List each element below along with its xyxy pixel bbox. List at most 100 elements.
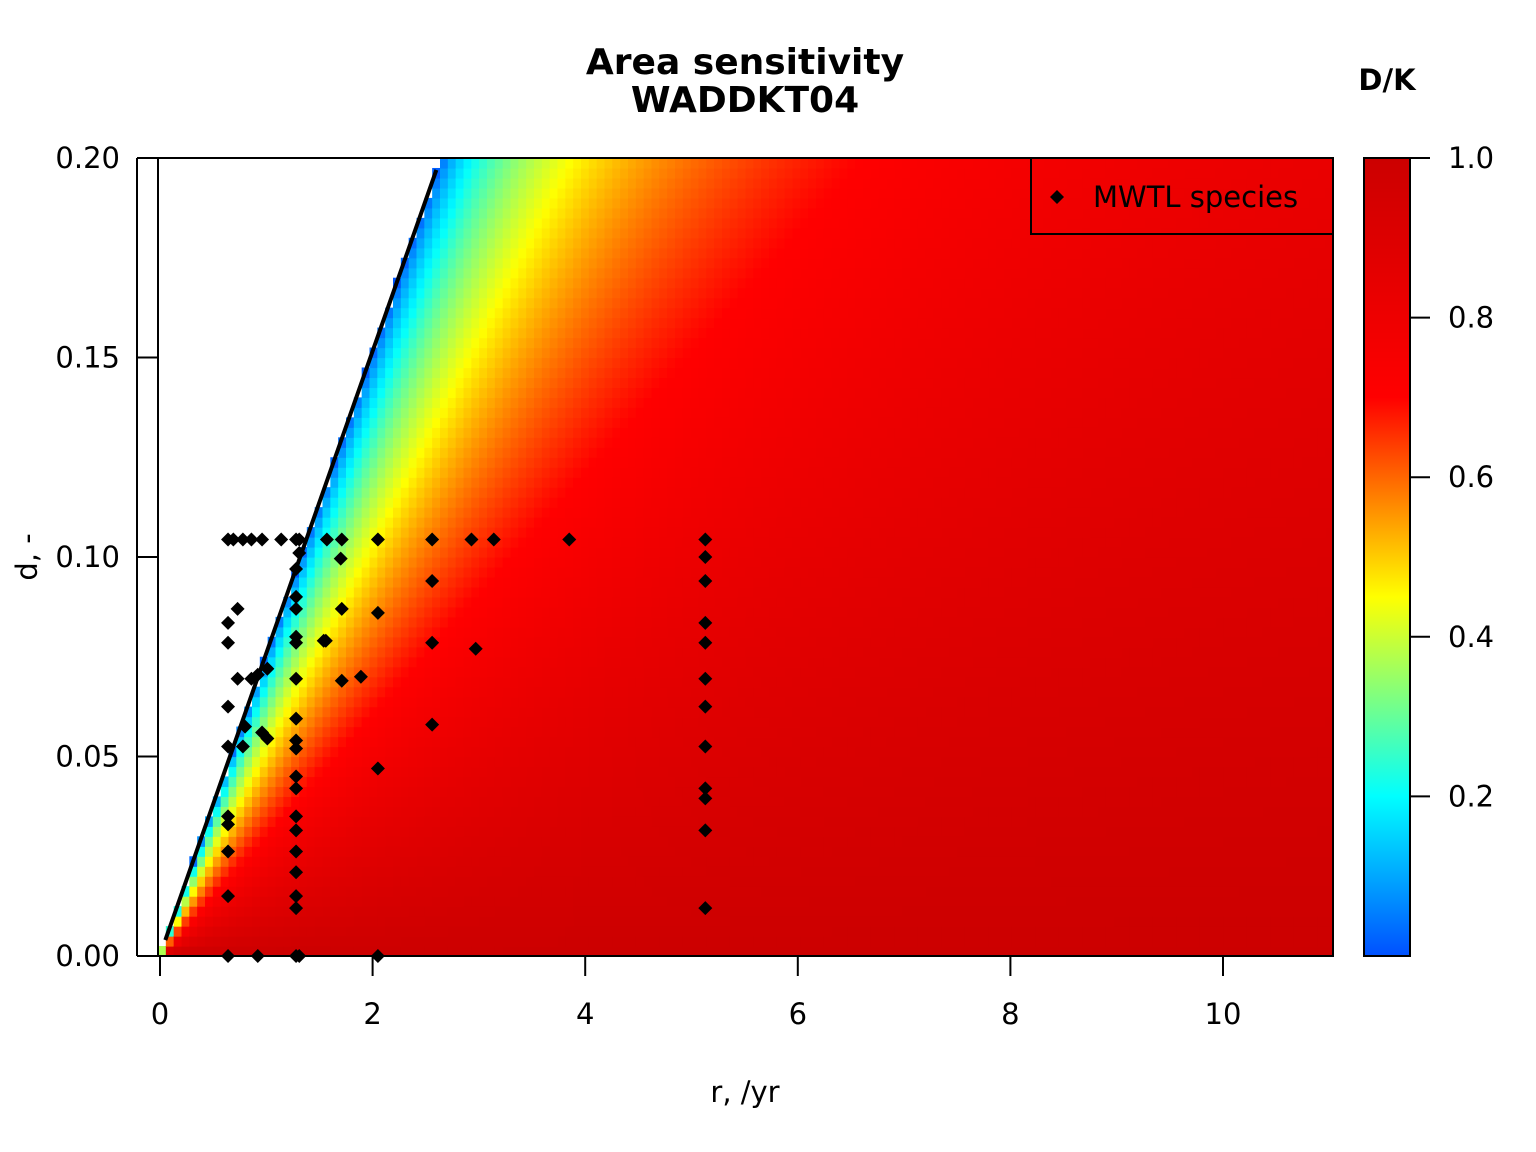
heatmap-cell <box>479 537 488 548</box>
heatmap-cell <box>698 806 707 817</box>
heatmap-cell <box>510 467 519 478</box>
heatmap-cell <box>424 397 433 408</box>
heatmap-cell <box>635 566 645 578</box>
heatmap-cell <box>581 756 590 768</box>
heatmap-cell <box>643 936 653 947</box>
heatmap-cell <box>596 527 606 538</box>
heatmap-cell <box>612 557 621 568</box>
heatmap-cell <box>346 626 355 638</box>
heatmap-cell <box>659 158 668 169</box>
heatmap-cell <box>651 457 660 468</box>
heatmap-cell <box>330 586 339 598</box>
heatmap-cell <box>502 527 512 538</box>
heatmap-cell <box>761 457 770 468</box>
heatmap-cell <box>181 926 190 937</box>
heatmap-cell <box>526 866 535 877</box>
heatmap-cell <box>447 457 457 468</box>
heatmap-cell <box>729 457 739 468</box>
heatmap-cell <box>745 646 754 658</box>
heatmap-cell <box>518 557 527 568</box>
heatmap-cell <box>604 307 613 319</box>
heatmap-cell <box>729 836 739 847</box>
heatmap-cell <box>690 926 700 937</box>
heatmap-cell <box>408 796 418 807</box>
heatmap-cell <box>729 297 739 309</box>
heatmap-cell <box>494 686 504 698</box>
heatmap-cell <box>722 177 731 189</box>
heatmap-cell <box>659 656 668 668</box>
heatmap-cell <box>377 566 386 578</box>
heatmap-cell <box>471 596 480 608</box>
heatmap-cell <box>596 926 606 937</box>
heatmap-cell <box>745 227 754 239</box>
heatmap-cell <box>659 537 668 548</box>
heatmap-cell <box>769 796 778 807</box>
heatmap-cell <box>745 557 754 568</box>
heatmap-cell <box>549 387 559 398</box>
heatmap-cell <box>463 487 472 498</box>
heatmap-cell <box>745 427 754 438</box>
heatmap-cell <box>761 367 770 379</box>
heatmap-cell <box>314 876 324 887</box>
heatmap-cell <box>416 297 425 309</box>
heatmap-cell <box>408 846 418 857</box>
heatmap-cell <box>400 507 410 518</box>
heatmap-cell <box>620 337 629 349</box>
heatmap-cell <box>377 337 386 349</box>
heatmap-cell <box>471 447 480 458</box>
heatmap-cell <box>769 377 778 389</box>
heatmap-cell <box>667 636 676 648</box>
heatmap-cell <box>330 846 339 857</box>
heatmap-cell <box>776 177 786 189</box>
heatmap-cell <box>714 916 723 927</box>
heatmap-cell <box>769 297 778 309</box>
heatmap-cell <box>659 666 668 678</box>
heatmap-cell <box>729 557 739 568</box>
heatmap-cell <box>471 257 480 269</box>
heatmap-cell <box>722 616 731 628</box>
heatmap-cell <box>682 866 692 877</box>
heatmap-cell <box>698 666 707 678</box>
heatmap-cell <box>518 666 527 678</box>
heatmap-cell <box>643 836 653 847</box>
heatmap-cell <box>643 187 653 199</box>
heatmap-cell <box>424 477 433 488</box>
heatmap-cell <box>369 816 378 827</box>
heatmap-cell <box>510 327 519 339</box>
heatmap-cell <box>267 746 277 758</box>
heatmap-cell <box>604 806 613 817</box>
heatmap-cell <box>737 656 747 668</box>
heatmap-cell <box>510 497 519 508</box>
heatmap-cell <box>620 277 629 289</box>
heatmap-cell <box>675 896 684 907</box>
heatmap-cell <box>518 936 527 947</box>
heatmap-cell <box>494 726 504 738</box>
heatmap-cell <box>330 806 339 817</box>
heatmap-cell <box>745 626 754 638</box>
heatmap-cell <box>440 357 449 369</box>
heatmap-cell <box>651 766 660 778</box>
heatmap-cell <box>322 606 331 618</box>
heatmap-cell <box>745 357 754 369</box>
heatmap-cell <box>471 387 480 398</box>
heatmap-cell <box>479 936 488 947</box>
heatmap-cell <box>541 407 551 418</box>
heatmap-cell <box>361 736 371 748</box>
heatmap-cell <box>573 158 582 169</box>
heatmap-cell <box>541 347 551 359</box>
heatmap-cell <box>393 796 402 807</box>
heatmap-cell <box>667 217 676 229</box>
heatmap-cell <box>612 477 621 488</box>
heatmap-cell <box>596 257 606 269</box>
heatmap-cell <box>502 856 512 867</box>
heatmap-cell <box>769 816 778 827</box>
heatmap-cell <box>769 916 778 927</box>
heatmap-cell <box>698 766 707 778</box>
heatmap-cell <box>432 586 441 598</box>
heatmap-cell <box>471 487 480 498</box>
heatmap-cell <box>745 766 754 778</box>
heatmap-cell <box>361 566 371 578</box>
heatmap-cell <box>682 377 692 389</box>
heatmap-cell <box>761 387 770 398</box>
heatmap-cell <box>526 197 535 209</box>
